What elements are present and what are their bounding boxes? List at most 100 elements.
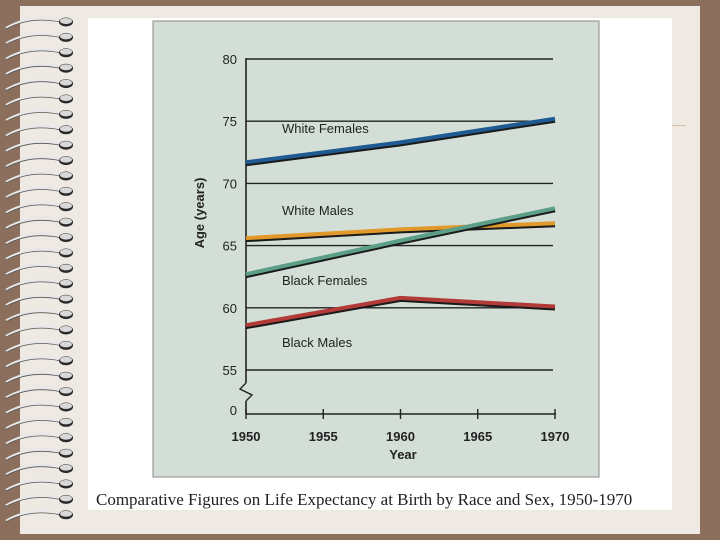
spiral-ring-end — [60, 141, 72, 148]
spiral-ring — [5, 509, 61, 522]
spiral-ring — [5, 217, 61, 230]
spiral-ring-shadow — [5, 189, 61, 199]
spiral-ring — [5, 479, 61, 491]
spiral-ring — [5, 63, 61, 76]
chart-caption: Comparative Figures on Life Expectancy a… — [96, 490, 633, 509]
series-lines — [245, 116, 556, 330]
spiral-ring-end — [60, 249, 72, 255]
spiral-ring — [5, 124, 61, 137]
spiral-ring-shadow — [5, 312, 61, 322]
x-tick-label: 1960 — [386, 429, 415, 444]
y-axis: 0 55 60 65 70 75 80 — [223, 52, 254, 418]
series-line-white-males — [245, 221, 556, 241]
spiral-ring-shadow — [5, 420, 61, 430]
spiral-ring-end — [60, 202, 72, 209]
spiral-ring-end — [60, 156, 72, 163]
spiral-ring-end — [60, 495, 72, 502]
spiral-ring-shadow — [5, 296, 61, 307]
series-label-black-females: Black Females — [282, 273, 368, 288]
series-label-white-males: White Males — [282, 203, 354, 218]
spiral-ring — [5, 109, 61, 122]
y-tick-label: 0 — [230, 403, 237, 418]
series-line-white-females — [245, 116, 556, 165]
y-tick-label: 80 — [223, 52, 237, 67]
spiral-ring-shadow — [5, 19, 61, 30]
spiral-ring-shadow — [5, 96, 61, 107]
spiral-binding-icon — [5, 17, 73, 523]
spiral-ring-shadow — [5, 327, 61, 338]
spiral-ring-end — [60, 279, 72, 286]
spiral-ring — [5, 155, 61, 168]
series-line-black-males — [245, 295, 556, 328]
spiral-ring-end — [60, 403, 72, 409]
y-tick-label: 55 — [223, 363, 237, 378]
spiral-ring-end — [60, 218, 72, 225]
spiral-ring-shadow — [5, 358, 61, 369]
spiral-ring-end — [60, 125, 72, 132]
spiral-ring — [5, 340, 61, 353]
spiral-ring-shadow — [5, 389, 61, 399]
spiral-ring — [5, 371, 61, 384]
spiral-ring — [5, 47, 61, 60]
spiral-ring-end — [60, 433, 72, 440]
spiral-ring — [5, 463, 61, 476]
x-axis: 1950 1955 1960 1965 1970 — [232, 409, 570, 444]
spiral-ring — [5, 32, 61, 45]
spiral-ring — [5, 278, 61, 291]
spiral-ring-end — [60, 187, 72, 194]
spiral-ring-shadow — [5, 173, 61, 184]
spiral-ring-shadow — [5, 81, 61, 91]
spiral-ring-shadow — [5, 512, 61, 523]
spiral-ring-shadow — [5, 127, 61, 138]
x-tick-label: 1950 — [232, 429, 261, 444]
spiral-ring-end — [60, 387, 72, 394]
spiral-ring-end — [60, 480, 72, 486]
spiral-ring — [5, 140, 61, 153]
spiral-ring-shadow — [5, 281, 61, 292]
spiral-ring — [5, 309, 61, 322]
spiral-ring-shadow — [5, 450, 61, 461]
spiral-ring-end — [60, 233, 72, 240]
series-labels: White Females White Males Black Females Bla… — [282, 121, 369, 350]
spiral-ring — [5, 186, 61, 199]
spiral-ring-shadow — [5, 250, 61, 261]
spiral-ring-shadow — [5, 65, 61, 76]
spiral-ring-end — [60, 18, 72, 24]
y-tick-label: 75 — [223, 114, 237, 129]
spiral-ring-shadow — [5, 497, 61, 507]
y-axis-label: Age (years) — [192, 178, 207, 249]
spiral-ring — [5, 494, 61, 507]
spiral-ring-shadow — [5, 235, 61, 245]
spiral-ring-shadow — [5, 35, 61, 45]
spiral-ring-end — [60, 310, 72, 317]
spiral-ring-shadow — [5, 112, 61, 122]
spiral-ring-end — [60, 172, 72, 178]
series-label-white-females: White Females — [282, 121, 369, 136]
spiral-ring-shadow — [5, 343, 61, 353]
spiral-ring-end — [60, 79, 72, 86]
spiral-ring-shadow — [5, 466, 61, 476]
spiral-ring-shadow — [5, 204, 61, 215]
spiral-ring — [5, 402, 61, 414]
spiral-ring — [5, 232, 61, 245]
spiral-ring — [5, 355, 61, 368]
y-tick-label: 70 — [223, 176, 237, 191]
spiral-ring-end — [60, 418, 72, 425]
spiral-ring-end — [60, 326, 72, 332]
x-tick-label: 1970 — [541, 429, 570, 444]
spiral-ring — [5, 201, 61, 214]
spiral-ring-end — [60, 356, 72, 363]
spiral-ring-end — [60, 33, 72, 40]
spiral-ring — [5, 78, 61, 91]
spiral-ring — [5, 171, 61, 183]
spiral-ring — [5, 17, 61, 29]
spiral-ring — [5, 325, 61, 337]
spiral-ring — [5, 263, 61, 276]
spiral-ring-end — [60, 110, 72, 117]
y-tick-label: 65 — [223, 239, 237, 254]
spiral-ring — [5, 248, 61, 260]
series-line-black-females — [245, 206, 556, 277]
spiral-ring-end — [60, 64, 72, 71]
spiral-ring — [5, 386, 61, 399]
